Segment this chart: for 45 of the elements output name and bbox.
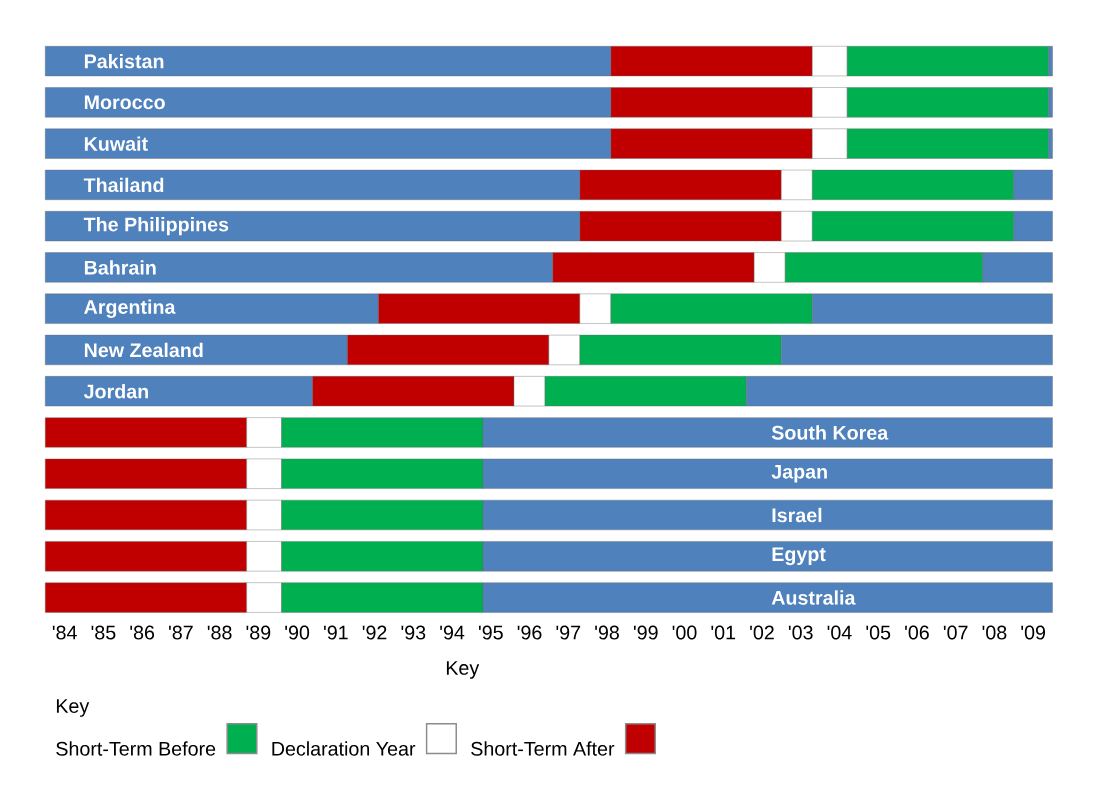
x-tick-label: '03 <box>788 625 813 640</box>
y-tick-label: Argentina <box>84 299 176 319</box>
legend-label: Declaration Year <box>272 741 416 756</box>
x-tick-label: '84 <box>52 625 77 640</box>
y-tick-label: Kuwait <box>84 136 148 151</box>
y-tick-label: South Korea <box>771 425 889 440</box>
x-tick-label: '87 <box>169 625 193 640</box>
y-tick-label: Bahrain <box>84 260 156 275</box>
x-tick-label: '04 <box>827 625 852 640</box>
x-tick-label: '90 <box>285 625 310 640</box>
x-tick-label: '05 <box>866 625 891 640</box>
x-tick-label: '95 <box>478 625 503 640</box>
y-tick-label: Australia <box>771 590 856 605</box>
x-tick-label: '01 <box>711 625 736 640</box>
x-tick-label: '96 <box>517 625 542 640</box>
x-tick-label: '02 <box>750 625 774 640</box>
legend-title: Key <box>56 699 90 717</box>
y-tick-label: Egypt <box>772 547 826 566</box>
x-tick-label: '92 <box>362 625 387 640</box>
x-tick-label: '86 <box>130 625 155 640</box>
x-tick-label: '00 <box>672 625 697 640</box>
x-tick-label: '89 <box>246 625 271 640</box>
y-tick-label: Japan <box>771 465 827 483</box>
y-tick-label: Pakistan <box>84 54 164 69</box>
x-tick-label: '94 <box>440 625 465 640</box>
y-tick-label: Morocco <box>84 95 165 110</box>
legend-label: Short-Term After <box>471 741 615 756</box>
x-tick-label: '07 <box>943 625 968 640</box>
y-tick-label: Jordan <box>83 384 148 399</box>
x-tick-label: '08 <box>982 625 1007 640</box>
x-tick-label: '88 <box>207 625 232 640</box>
y-tick-label: The Philippines <box>83 217 229 236</box>
y-tick-label: Thailand <box>83 177 164 193</box>
legend-label: Short-Term Before <box>56 741 216 756</box>
y-tick-label: New Zealand <box>84 342 203 358</box>
y-tick-label: Israel <box>772 507 822 523</box>
x-tick-label: '06 <box>905 625 929 640</box>
x-tick-label: '98 <box>595 625 619 640</box>
x-axis-title: Key <box>446 661 480 679</box>
x-tick-label: '85 <box>91 625 116 640</box>
x-tick-label: '09 <box>1021 625 1046 640</box>
x-tick-label: '93 <box>401 625 426 640</box>
x-tick-label: '97 <box>556 625 581 640</box>
x-tick-label: '99 <box>633 625 658 640</box>
x-tick-label: '91 <box>324 625 348 640</box>
